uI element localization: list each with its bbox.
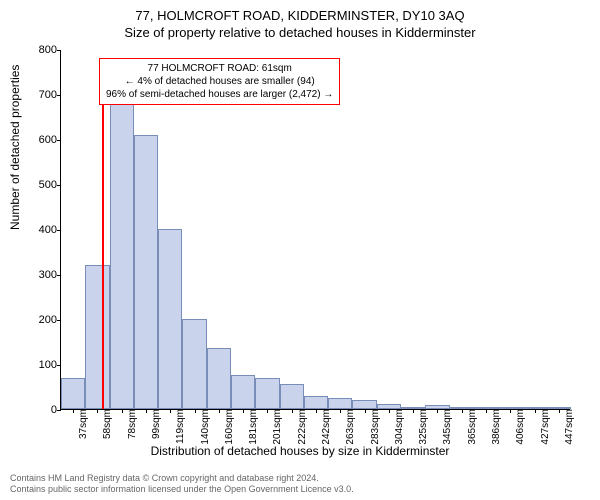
x-tick-label: 365sqm xyxy=(465,409,478,445)
x-tick-mark xyxy=(559,409,560,413)
x-tick-label: 160sqm xyxy=(222,409,235,445)
x-tick-label: 304sqm xyxy=(392,409,405,445)
x-tick-label: 242sqm xyxy=(319,409,332,445)
y-tick-mark xyxy=(57,50,61,51)
histogram-bar xyxy=(231,375,255,409)
y-tick-mark xyxy=(57,320,61,321)
x-axis-label: Distribution of detached houses by size … xyxy=(0,444,600,458)
histogram-bar xyxy=(328,398,352,409)
x-tick-label: 406sqm xyxy=(513,409,526,445)
x-tick-mark xyxy=(316,409,317,413)
histogram-bar xyxy=(134,135,158,410)
x-tick-mark xyxy=(267,409,268,413)
x-tick-label: 222sqm xyxy=(295,409,308,445)
x-tick-mark xyxy=(243,409,244,413)
x-tick-mark xyxy=(486,409,487,413)
x-tick-mark xyxy=(389,409,390,413)
x-tick-mark xyxy=(219,409,220,413)
property-marker-line xyxy=(102,81,104,410)
y-tick-mark xyxy=(57,230,61,231)
x-tick-mark xyxy=(365,409,366,413)
annotation-line: 77 HOLMCROFT ROAD: 61sqm xyxy=(106,62,333,75)
x-tick-label: 325sqm xyxy=(416,409,429,445)
x-tick-label: 78sqm xyxy=(125,409,138,439)
x-tick-mark xyxy=(413,409,414,413)
histogram-bar xyxy=(207,348,231,409)
annotation-line: ← 4% of detached houses are smaller (94) xyxy=(106,75,333,88)
y-tick-mark xyxy=(57,410,61,411)
histogram-chart: 010020030040050060070080037sqm58sqm78sqm… xyxy=(60,50,570,410)
x-tick-mark xyxy=(535,409,536,413)
x-tick-label: 345sqm xyxy=(440,409,453,445)
histogram-bar xyxy=(110,103,134,409)
x-tick-mark xyxy=(73,409,74,413)
histogram-bar xyxy=(182,319,206,409)
y-tick-mark xyxy=(57,95,61,96)
x-tick-mark xyxy=(292,409,293,413)
x-tick-mark xyxy=(97,409,98,413)
x-tick-label: 386sqm xyxy=(489,409,502,445)
y-tick-mark xyxy=(57,140,61,141)
footer-line-1: Contains HM Land Registry data © Crown c… xyxy=(10,473,590,485)
x-tick-mark xyxy=(340,409,341,413)
x-tick-mark xyxy=(510,409,511,413)
x-tick-label: 140sqm xyxy=(198,409,211,445)
histogram-bar xyxy=(304,396,328,410)
x-tick-mark xyxy=(146,409,147,413)
x-tick-mark xyxy=(122,409,123,413)
annotation-line: 96% of semi-detached houses are larger (… xyxy=(106,88,333,101)
y-tick-mark xyxy=(57,365,61,366)
page-subtitle: Size of property relative to detached ho… xyxy=(0,23,600,40)
x-tick-mark xyxy=(462,409,463,413)
x-tick-label: 181sqm xyxy=(246,409,259,445)
x-tick-label: 99sqm xyxy=(149,409,162,439)
x-tick-label: 37sqm xyxy=(76,409,89,439)
annotation-callout: 77 HOLMCROFT ROAD: 61sqm← 4% of detached… xyxy=(99,58,340,105)
x-tick-label: 447sqm xyxy=(562,409,575,445)
x-tick-label: 201sqm xyxy=(270,409,283,445)
x-tick-mark xyxy=(195,409,196,413)
y-axis-label: Number of detached properties xyxy=(8,65,22,230)
page-title: 77, HOLMCROFT ROAD, KIDDERMINSTER, DY10 … xyxy=(0,0,600,23)
footer-line-2: Contains public sector information licen… xyxy=(10,484,590,496)
histogram-bar xyxy=(280,384,304,409)
histogram-bar xyxy=(158,229,182,409)
histogram-bar xyxy=(352,400,376,409)
y-tick-mark xyxy=(57,275,61,276)
y-tick-mark xyxy=(57,185,61,186)
x-tick-label: 427sqm xyxy=(538,409,551,445)
x-tick-label: 263sqm xyxy=(343,409,356,445)
x-tick-label: 58sqm xyxy=(100,409,113,439)
x-tick-label: 283sqm xyxy=(368,409,381,445)
footer-attribution: Contains HM Land Registry data © Crown c… xyxy=(10,473,590,496)
histogram-bar xyxy=(255,378,279,410)
histogram-bar xyxy=(61,378,85,410)
x-tick-mark xyxy=(437,409,438,413)
x-tick-mark xyxy=(170,409,171,413)
histogram-bar xyxy=(85,265,109,409)
x-tick-label: 119sqm xyxy=(173,409,186,444)
